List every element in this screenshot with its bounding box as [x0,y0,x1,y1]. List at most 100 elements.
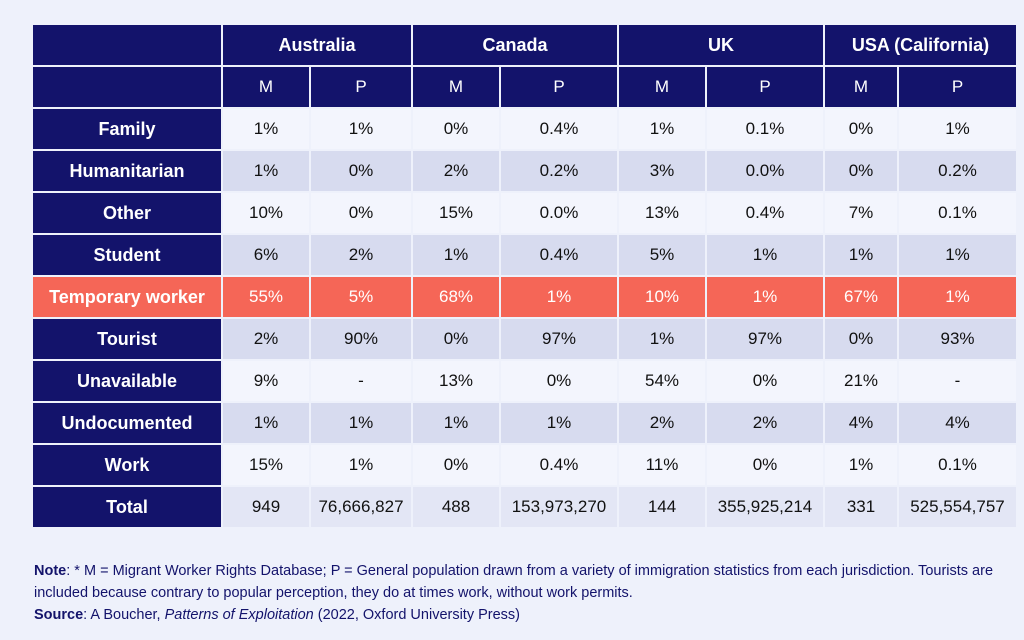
source-line: Source: A Boucher, Patterns of Exploitat… [34,604,994,626]
subheader-row: M P M P M P M P [33,67,1016,107]
table-cell: 54% [619,361,705,401]
table-row: Unavailable 9% -13% 0% 54% 0% 21% - [33,361,1016,401]
country-header-uk: UK [619,25,823,65]
table-cell: 97% [707,319,823,359]
table-cell: 0.1% [899,193,1016,233]
table-cell: 1% [899,235,1016,275]
table-cell: 0% [413,109,499,149]
table-cell: 15% [223,445,309,485]
subheader-p: P [899,67,1016,107]
table-row: Temporary worker 55% 5% 68% 1% 10% 1% 67% 1% [33,277,1016,317]
table-cell: 1% [707,235,823,275]
table-cell: 0% [825,109,897,149]
table-cell: 1% [899,277,1016,317]
source-title: Patterns of Exploitation [164,607,314,623]
table-cell: 13% [413,361,499,401]
row-label: Work [33,445,221,485]
table-cell: 0.4% [707,193,823,233]
table-cell: 525,554,757 [899,487,1016,527]
table-cell: 0% [413,445,499,485]
table-cell: 144 [619,487,705,527]
table-cell: 0.4% [501,445,617,485]
table-cell: 0.1% [899,445,1016,485]
table-cell: 1% [501,403,617,443]
table-cell: 90% [311,319,411,359]
table-cell: 1% [707,277,823,317]
table-cell: 2% [413,151,499,191]
table-cell: 4% [825,403,897,443]
table-cell: 1% [311,445,411,485]
table-cell: 55% [223,277,309,317]
table-cell: 4% [899,403,1016,443]
table-cell: 5% [311,277,411,317]
visa-category-table: Australia Canada UK USA (California) M P… [31,23,1018,529]
row-label: Total [33,487,221,527]
subheader-m: M [413,67,499,107]
subheader-p: P [707,67,823,107]
table-cell: 11% [619,445,705,485]
table-cell: 0.2% [501,151,617,191]
table-cell: 0% [311,151,411,191]
table-cell: 0.4% [501,109,617,149]
row-label: Student [33,235,221,275]
row-label: Temporary worker [33,277,221,317]
table-row: Total 949 76,666,827 488 153,973,270 144 355,9… [33,487,1016,527]
table-cell: - [899,361,1016,401]
table-note: Note: * M = Migrant Worker Rights Databa… [34,560,994,626]
subheader-m: M [825,67,897,107]
table-cell: 2% [223,319,309,359]
source-prefix: : A Boucher, [83,607,165,623]
table-cell: 76,666,827 [311,487,411,527]
table-cell: 1% [223,151,309,191]
table-cell: 0% [311,193,411,233]
table-cell: 1% [619,319,705,359]
table-row: Family 1% 1% 0% 0.4% 1% 0.1% 0% 1% [33,109,1016,149]
table-cell: 21% [825,361,897,401]
row-label: Unavailable [33,361,221,401]
subheader-m: M [223,67,309,107]
table-cell: 67% [825,277,897,317]
corner-cell [33,67,221,107]
table-cell: 15% [413,193,499,233]
table-cell: 331 [825,487,897,527]
table-cell: 949 [223,487,309,527]
table-cell: 0% [413,319,499,359]
table-row: Student 6% 2% 1% 0.4% 5% 1% 1% 1% [33,235,1016,275]
table-cell: 1% [825,235,897,275]
table-cell: 3% [619,151,705,191]
source-label: Source [34,607,84,623]
table-cell: 97% [501,319,617,359]
table-cell: 0% [707,361,823,401]
table-cell: 1% [223,403,309,443]
note-text: : * M = Migrant Worker Rights Database; … [34,563,994,601]
country-header-usa: USA (California) [825,25,1016,65]
table-cell: 10% [223,193,309,233]
table-cell: 0.2% [899,151,1016,191]
table-cell: 0.0% [707,151,823,191]
table-cell: 1% [223,109,309,149]
table-row: Work 15% 1% 0% 0.4% 11% 0% 1% 0.1% [33,445,1016,485]
table-cell: 5% [619,235,705,275]
subheader-p: P [311,67,411,107]
row-label: Undocumented [33,403,221,443]
table-cell: 1% [413,235,499,275]
country-header-australia: Australia [223,25,411,65]
country-header-row: Australia Canada UK USA (California) [33,25,1016,65]
table-cell: 1% [311,109,411,149]
table-cell: 1% [413,403,499,443]
table-cell: 1% [311,403,411,443]
table-cell: 0% [501,361,617,401]
row-label: Family [33,109,221,149]
table-cell: 0.0% [501,193,617,233]
note-label: Note [34,563,67,579]
table-cell: 13% [619,193,705,233]
table-cell: 1% [619,109,705,149]
table-cell: 1% [825,445,897,485]
table-cell: 6% [223,235,309,275]
table-row: Humanitarian 1% 0% 2% 0.2% 3% 0.0% 0% 0.2% [33,151,1016,191]
table-cell: 9% [223,361,309,401]
country-header-canada: Canada [413,25,617,65]
row-label: Humanitarian [33,151,221,191]
corner-cell [33,25,221,65]
table-cell: 68% [413,277,499,317]
